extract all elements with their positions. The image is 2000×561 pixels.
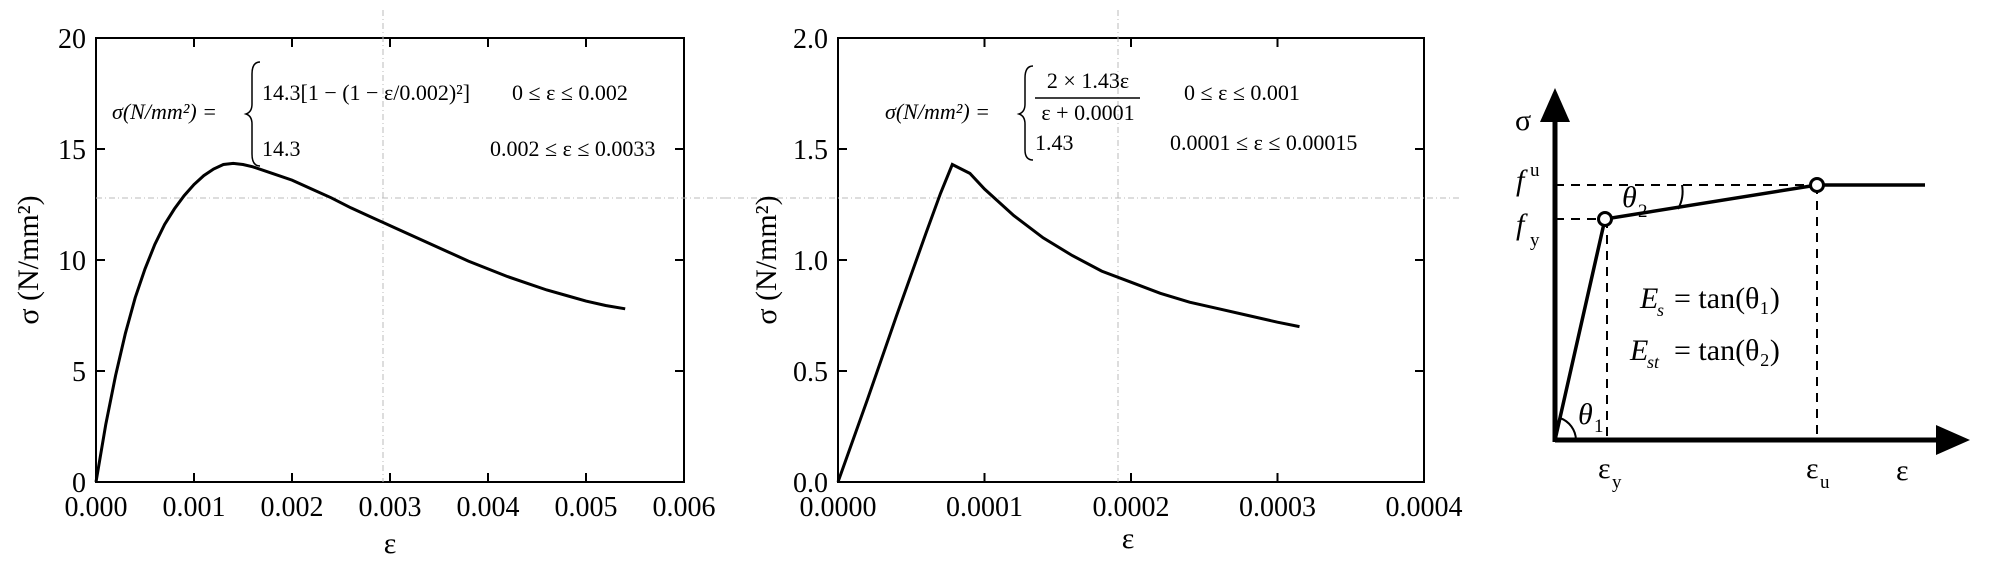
chart-1-equation-case-2-range: 0.002 ≤ ε ≤ 0.0033 [490, 136, 655, 161]
chart-3-es-rhs: = tan(θ₁) [1674, 282, 1780, 315]
chart-2-equation-case-1-range: 0 ≤ ε ≤ 0.001 [1184, 80, 1300, 105]
chart-3-fy-subscript: y [1530, 230, 1540, 251]
chart-1-y-axis-label: σ (N/mm²) [12, 195, 45, 324]
chart-3-fu-label: f [1516, 164, 1528, 197]
chart-3-es-subscript: s [1657, 300, 1664, 320]
chart-3-est-rhs: = tan(θ₂) [1674, 334, 1780, 367]
chart-3-x-axis-arrow [1936, 425, 1970, 455]
chart-1-equation-case-1: 14.3[1 − (1 − ε/0.002)²] [262, 80, 470, 105]
x-tick-label: 0.000 [65, 492, 128, 523]
x-tick-label: 0.006 [653, 492, 716, 523]
y-tick-label: 15 [58, 135, 86, 166]
y-tick-label: 1.5 [793, 135, 828, 166]
x-tick-label: 0.003 [359, 492, 422, 523]
x-tick-label: 0.0003 [1239, 492, 1316, 523]
y-tick-label: 0.5 [793, 357, 828, 388]
chart-1-ticks: 0.000 0.001 0.002 0.003 0.004 0.005 0.006 0 5 10 1… [58, 24, 716, 523]
chart-1-equation-lhs: σ(N/mm²) = [112, 99, 217, 124]
chart-2: 0.0000 0.0001 0.0002 0.0003 0.0004 0.0 0.5 1.0 1… [725, 10, 1463, 555]
chart-3-ultimate-point [1809, 177, 1825, 193]
chart-2-equation-brace [1016, 65, 1034, 161]
x-tick-label: 0.001 [163, 492, 226, 523]
chart-3-series-line [1553, 183, 1925, 441]
chart-3-fy-label: f [1516, 208, 1528, 241]
chart-2-equation-case-1-numerator: 2 × 1.43ε [1047, 68, 1129, 93]
chart-1-series-line [94, 161, 626, 483]
x-tick-label: 0.002 [261, 492, 324, 523]
chart-1-equation-case-2: 14.3 [262, 136, 301, 161]
chart-3-x-axis-label: ε [1896, 454, 1909, 487]
chart-1: 0.000 0.001 0.002 0.003 0.004 0.005 0.006 0 5 10 1… [12, 10, 725, 560]
chart-1-equation-case-1-range: 0 ≤ ε ≤ 0.002 [512, 80, 628, 105]
x-tick-label: 0.0004 [1386, 492, 1463, 523]
chart-2-equation-case-2-range: 0.0001 ≤ ε ≤ 0.00015 [1170, 130, 1357, 155]
y-tick-label: 10 [58, 246, 86, 277]
y-tick-label: 2.0 [793, 24, 828, 55]
chart-3-es-lhs: E [1639, 282, 1658, 315]
y-tick-label: 0 [72, 468, 86, 499]
y-tick-label: 0.0 [793, 468, 828, 499]
x-tick-label: 0.004 [457, 492, 520, 523]
chart-3-y-axis-arrow [1540, 88, 1570, 122]
chart-2-ticks: 0.0000 0.0001 0.0002 0.0003 0.0004 0.0 0.5 1.0 1… [793, 24, 1463, 523]
chart-3-theta-1-label: θ [1578, 398, 1593, 431]
chart-1-equation-brace [243, 61, 261, 167]
chart-3-eu-label: ε [1806, 452, 1819, 485]
y-tick-label: 1.0 [793, 246, 828, 277]
x-tick-label: 0.005 [555, 492, 618, 523]
x-tick-label: 0.0002 [1093, 492, 1170, 523]
y-tick-label: 5 [72, 357, 86, 388]
x-tick-label: 0.0001 [946, 492, 1023, 523]
chart-2-series-line [836, 162, 1300, 483]
chart-3-ey-subscript: y [1612, 472, 1622, 493]
chart-2-y-axis-label: σ (N/mm²) [750, 195, 783, 324]
x-tick-label: 0.0000 [800, 492, 877, 523]
chart-2-equation: σ(N/mm²) = 2 × 1.43ε ε + 0.0001 0 ≤ ε ≤ … [885, 65, 1357, 161]
chart-1-equation: σ(N/mm²) = 14.3[1 − (1 − ε/0.002)²] 0 ≤ … [112, 61, 655, 167]
chart-3-theta-1-arc [1559, 417, 1577, 441]
chart-3-eu-subscript: u [1820, 472, 1830, 493]
y-tick-label: 20 [58, 24, 86, 55]
chart-3-theta-1-subscript: 1 [1594, 416, 1604, 437]
chart-2-equation-lhs: σ(N/mm²) = [885, 99, 990, 124]
chart-3-theta-2-arc [1677, 184, 1684, 210]
chart-1-x-axis-label: ε [384, 527, 397, 560]
chart-3: σ ε f u f y ε y ε u θ 1 θ 2 E s = tan(θ₁… [1515, 88, 1970, 493]
chart-3-theta-2-subscript: 2 [1638, 201, 1648, 222]
chart-3-y-axis-label: σ [1515, 104, 1531, 137]
chart-2-equation-case-1-denominator: ε + 0.0001 [1041, 100, 1134, 125]
chart-3-est-subscript: st [1647, 352, 1660, 372]
chart-2-x-axis-label: ε [1122, 522, 1135, 555]
chart-3-est-lhs: E [1629, 334, 1648, 367]
chart-3-ey-label: ε [1598, 452, 1611, 485]
chart-2-equation-case-2: 1.43 [1035, 130, 1074, 155]
chart-3-fu-subscript: u [1530, 160, 1540, 181]
chart-3-yield-point [1597, 211, 1613, 227]
chart-3-theta-2-label: θ [1622, 181, 1637, 214]
